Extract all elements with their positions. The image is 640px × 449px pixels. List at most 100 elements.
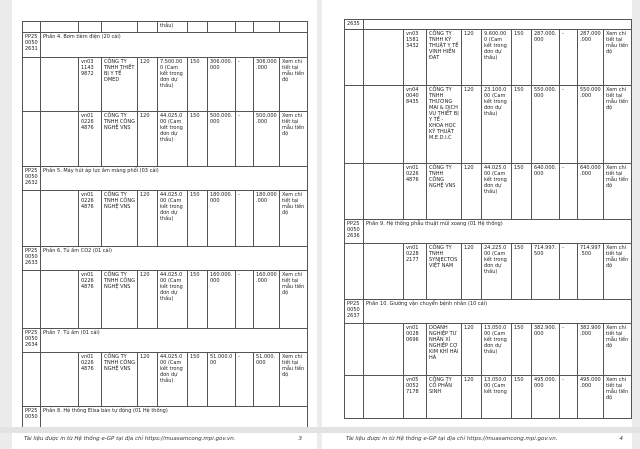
vendor-id-cell: vn01 0028 0696 bbox=[403, 323, 427, 376]
delivery-days-cell: 120 bbox=[461, 243, 482, 300]
cell-col-3 bbox=[78, 21, 102, 33]
bid-row: vn01 0226 4876 CÔNG TY TNHH CÔNG NGHỆ VNS… bbox=[22, 352, 308, 407]
final-price-cell: 287.000.000 bbox=[577, 29, 604, 86]
section-code-cell: PP25 0050 2631 bbox=[22, 32, 41, 58]
bid-row: vn03 1581 3432 CÔNG TY TNHH KỸ THUẬT Y TẾ… bbox=[344, 29, 632, 86]
bid-results-table: thầu) PP25 0050 2631 Phần 4. Bơm tiêm điện… bbox=[22, 21, 308, 427]
discount-cell: - bbox=[559, 29, 578, 86]
vendor-name-cell: CÔNG TY TNHH KỸ THUẬT Y TẾ VINH HIỂN ĐẠT bbox=[426, 29, 462, 86]
section-label-cell: Phần 6. Tủ ấm CO2 (01 cái) bbox=[40, 246, 308, 271]
page-number: 4 bbox=[619, 436, 624, 442]
item-name-cell bbox=[363, 85, 404, 164]
discount-cell: - bbox=[235, 111, 254, 167]
bid-row: vn01 0228 2177 CÔNG TY TNHH SYNJECTOS VIỆ… bbox=[344, 243, 632, 300]
item-code-cell bbox=[22, 352, 41, 407]
cell-col-4 bbox=[101, 21, 138, 33]
item-name-cell bbox=[363, 323, 404, 376]
delivery-days-cell: 120 bbox=[461, 323, 482, 376]
discount-cell: - bbox=[235, 352, 254, 407]
vendor-name-cell: CÔNG TY TNHH SYNJECTOS VIỆT NAM bbox=[426, 243, 462, 300]
final-price-cell: 640.000.000 bbox=[577, 163, 604, 220]
progress-note-cell: Xem chi tiết tại mẫu tiến độ bbox=[603, 243, 632, 300]
final-price-cell: 714.997.500 bbox=[577, 243, 604, 300]
section-label-cell: Phần 8. Hệ thống Elisa bán tự động (01 H… bbox=[40, 406, 308, 427]
page-gap-band bbox=[0, 427, 640, 433]
bid-price-cell: 306.000.000 bbox=[207, 57, 236, 112]
discount-cell: - bbox=[559, 375, 578, 419]
page-footer: Tài liệu được in từ Hệ thống e-GP tại đị… bbox=[322, 436, 632, 443]
bid-guarantee-cell: 13.050.000 (Cam kết trong đơn dự thầu) bbox=[481, 323, 512, 376]
final-price-cell: 160.000.000 bbox=[253, 270, 280, 329]
section-label-cell: Phần 5. Máy hút áp lực âm màng phổi (03 … bbox=[40, 166, 308, 191]
progress-note-cell: Xem chi tiết tại mẫu tiến độ bbox=[603, 375, 632, 419]
page-number: 3 bbox=[298, 436, 303, 442]
section-label-cell: Phần 10. Giường vận chuyển bệnh nhân (10… bbox=[363, 299, 632, 324]
item-name-cell bbox=[363, 375, 404, 419]
discount-cell: - bbox=[559, 323, 578, 376]
item-code-cell bbox=[22, 57, 41, 112]
validity-days-cell: 150 bbox=[511, 85, 532, 164]
final-price-cell: 180.000.000 bbox=[253, 190, 280, 247]
item-name-cell bbox=[363, 243, 404, 300]
page-3-content: thầu) PP25 0050 2631 Phần 4. Bơm tiêm điện… bbox=[12, 0, 317, 427]
discount-cell: - bbox=[235, 57, 254, 112]
cell-col-8 bbox=[207, 21, 236, 33]
bid-price-cell: 382.900.000 bbox=[531, 323, 560, 376]
vendor-name-cell: CÔNG TY TNHH CÔNG NGHỆ VNS bbox=[101, 352, 138, 407]
validity-days-cell: 150 bbox=[187, 270, 208, 329]
bid-row: vn01 0226 4876 CÔNG TY TNHH CÔNG NGHỆ VNS… bbox=[22, 270, 308, 329]
section-label-cell bbox=[363, 19, 632, 30]
progress-note-cell: Xem chi tiết tại mẫu tiến độ bbox=[279, 57, 308, 112]
item-code-cell bbox=[22, 270, 41, 329]
bid-guarantee-cell: 24.225.000 (Cam kết trong đơn dự thầu) bbox=[481, 243, 512, 300]
item-name-cell bbox=[363, 29, 404, 86]
bid-guarantee-cell: 44.025.000 (Cam kết trong đơn dự thầu) bbox=[157, 190, 188, 247]
section-row: PP25 0050 2634 Phần 7. Tủ ấm (01 cái) bbox=[22, 328, 308, 353]
cell-col-9 bbox=[235, 21, 254, 33]
section-row: PP25 0050 2637 Phần 10. Giường vận chuyển… bbox=[344, 299, 632, 324]
cell-col-1 bbox=[22, 21, 41, 33]
progress-note-cell: Xem chi tiết tại mẫu tiến độ bbox=[279, 190, 308, 247]
cell-col-5 bbox=[137, 21, 158, 33]
section-code-cell: PP25 0050 2632 bbox=[22, 166, 41, 191]
vendor-id-cell: vn03 1143 9872 bbox=[78, 57, 102, 112]
bid-guarantee-cell: 9.600.000 (Cam kết trong đơn dự thầu) bbox=[481, 29, 512, 86]
section-label-cell: Phần 7. Tủ ấm (01 cái) bbox=[40, 328, 308, 353]
section-code-cell: PP25 0050 2634 bbox=[22, 328, 41, 353]
final-price-cell: 495.000.000 bbox=[577, 375, 604, 419]
discount-cell: - bbox=[559, 163, 578, 220]
section-row: PP25 0050 2632 Phần 5. Máy hút áp lực âm … bbox=[22, 166, 308, 191]
vendor-name-cell: CÔNG TY TNHH CÔNG NGHỆ VNS bbox=[101, 111, 138, 167]
validity-days-cell: 150 bbox=[511, 323, 532, 376]
bid-guarantee-cell: 13.050.000 (Cam kết trong bbox=[481, 375, 512, 419]
item-name-cell bbox=[40, 270, 79, 329]
vendor-id-cell: vn03 1581 3432 bbox=[403, 29, 427, 86]
validity-days-cell: 150 bbox=[511, 29, 532, 86]
progress-note-cell: Xem chi tiết tại mẫu tiến độ bbox=[279, 352, 308, 407]
final-price-cell: 51.000.000 bbox=[253, 352, 280, 407]
delivery-days-cell: 120 bbox=[461, 85, 482, 164]
section-code-cell: PP25 0050 2637 bbox=[344, 299, 364, 324]
bid-price-cell: 550.000.000 bbox=[531, 85, 560, 164]
cell-col-11 bbox=[279, 21, 308, 33]
cell-col-10 bbox=[253, 21, 280, 33]
vendor-name-cell: CÔNG TY TNHH CÔNG NGHỆ VNS bbox=[101, 190, 138, 247]
item-code-cell bbox=[22, 111, 41, 167]
validity-days-cell: 150 bbox=[187, 57, 208, 112]
bid-price-cell: 640.000.000 bbox=[531, 163, 560, 220]
section-continuation-row: 2635 bbox=[344, 19, 632, 30]
validity-days-cell: 150 bbox=[187, 111, 208, 167]
bid-guarantee-cell: 44.025.000 (Cam kết trong đơn dự thầu) bbox=[157, 270, 188, 329]
item-code-cell bbox=[344, 85, 364, 164]
bid-row: vn05 0052 7178 CÔNG TY CỔ PHẦN SINH 120 13.… bbox=[344, 375, 632, 419]
section-row: PP25 0050 2631 Phần 4. Bơm tiêm điện (20 … bbox=[22, 32, 308, 58]
delivery-days-cell: 120 bbox=[461, 163, 482, 220]
progress-note-cell: Xem chi tiết tại mẫu tiến độ bbox=[603, 29, 632, 86]
discount-cell: - bbox=[559, 85, 578, 164]
item-name-cell bbox=[40, 111, 79, 167]
progress-note-cell: Xem chi tiết tại mẫu tiến độ bbox=[603, 85, 632, 164]
cell-col-6: thầu) bbox=[157, 21, 188, 33]
final-price-cell: 550.000.000 bbox=[577, 85, 604, 164]
progress-note-cell: Xem chi tiết tại mẫu tiến độ bbox=[603, 163, 632, 220]
delivery-days-cell: 120 bbox=[461, 29, 482, 86]
